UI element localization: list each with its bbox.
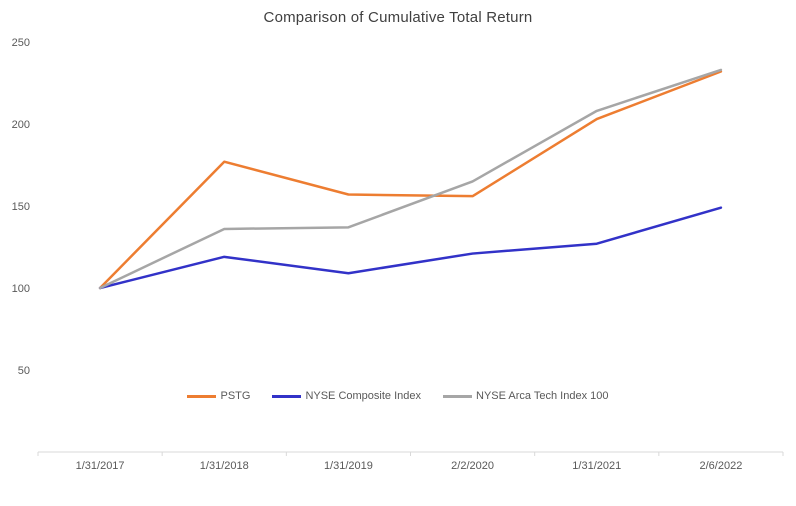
nyse-arca-tech-line-swatch [443,394,472,398]
x-tick-label: 1/31/2019 [324,460,373,472]
pstg-line-swatch [187,394,217,398]
legend-item-nyse-composite-index: NYSE Composite Index [272,390,421,402]
y-tick-label: 100 [12,283,30,295]
x-tick-label: 1/31/2021 [572,460,621,472]
x-tick-label: 1/31/2017 [76,460,125,472]
nyse-composite-line-swatch [272,394,302,398]
x-tick-label: 1/31/2018 [200,460,249,472]
legend-label: PSTG [220,390,251,402]
legend-label: NYSE Arca Tech Index 100 [476,390,609,402]
x-tick-label: 2/6/2022 [700,460,743,472]
legend-label: NYSE Composite Index [305,390,421,402]
y-tick-label: 200 [12,119,30,131]
y-tick-label: 50 [18,365,30,377]
x-tick-label: 2/2/2020 [451,460,494,472]
chart-legend: PSTG NYSE Composite Index NYSE Arca Tech… [0,390,796,402]
legend-item-pstg: PSTG [187,390,250,402]
chart-title: Comparison of Cumulative Total Return [263,9,533,26]
series-line-nyse-arca-tech-index-100 [98,68,723,290]
y-tick-label: 250 [12,37,30,49]
legend-item-nyse-arca-tech-index-100: NYSE Arca Tech Index 100 [443,390,609,402]
series-line-pstg [98,70,723,290]
y-tick-label: 150 [12,201,30,213]
series-line-nyse-composite-index [98,206,723,290]
